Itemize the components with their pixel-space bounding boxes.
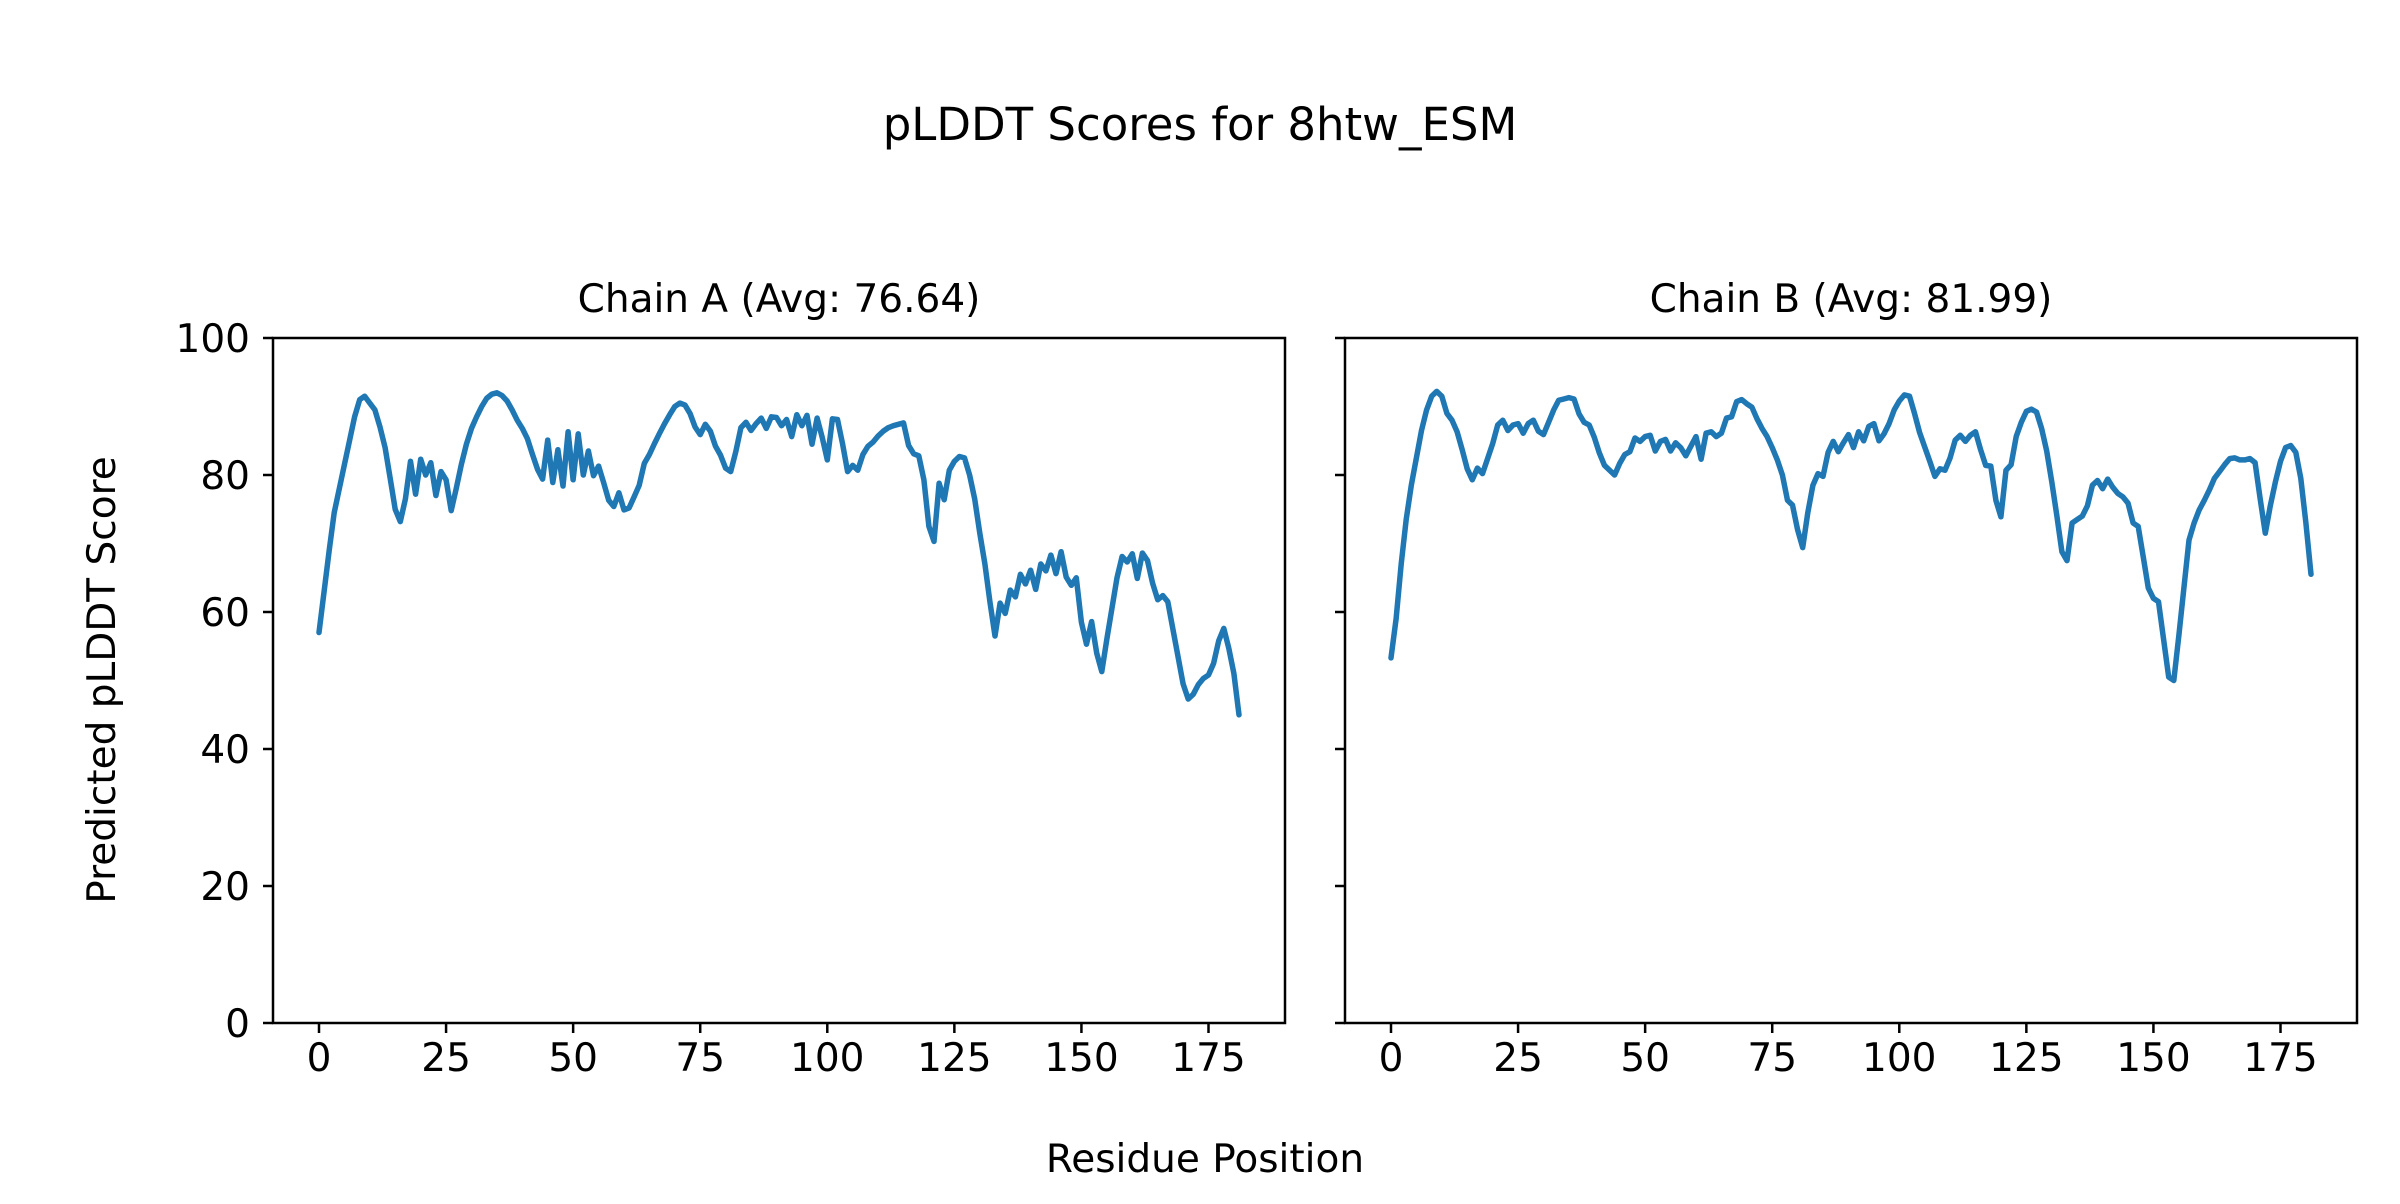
y-tick-label: 80 (200, 454, 250, 499)
axes-frame (1343, 336, 2359, 1025)
figure-title: pLDDT Scores for 8htw_ESM (883, 98, 1518, 151)
x-tick-label: 125 (1989, 1036, 2063, 1081)
x-tick-label: 50 (1620, 1036, 1670, 1081)
x-tick-label: 75 (675, 1036, 725, 1081)
y-axis-label: Predicted pLDDT Score (80, 456, 125, 903)
plddt-line-chain-a (316, 390, 1242, 718)
x-tick-label: 175 (2243, 1036, 2317, 1081)
y-tick-label: 0 (225, 1002, 250, 1047)
x-tick-label: 25 (421, 1036, 471, 1081)
x-tick-label: 150 (1044, 1036, 1118, 1081)
chain-a-title: Chain A (Avg: 76.64) (578, 277, 981, 322)
x-tick-label: 100 (1862, 1036, 1936, 1081)
x-tick-label: 25 (1493, 1036, 1543, 1081)
y-tick-label: 60 (200, 591, 250, 636)
x-tick-label: 75 (1747, 1036, 1797, 1081)
axes-frame (271, 336, 1287, 1025)
axes-chain-b: 0 25 50 75 100 125 150 175 (1335, 336, 2359, 1081)
x-tick-label: 150 (2116, 1036, 2190, 1081)
plddt-line-chain-b (1388, 388, 2314, 684)
y-tick-label: 100 (176, 317, 250, 362)
x-tick-label: 0 (307, 1036, 332, 1081)
y-tick-label: 40 (200, 728, 250, 773)
x-tick-label: 50 (548, 1036, 598, 1081)
x-tick-label: 100 (790, 1036, 864, 1081)
chain-b-title: Chain B (Avg: 81.99) (1650, 277, 2053, 322)
x-axis-label: Residue Position (1046, 1137, 1364, 1182)
x-tick-label: 0 (1379, 1036, 1404, 1081)
axes-chain-a: 0 25 50 75 100 125 150 175 0 20 40 60 80 100 (176, 317, 1287, 1081)
y-tick-label: 20 (200, 865, 250, 910)
x-tick-label: 125 (917, 1036, 991, 1081)
x-tick-label: 175 (1171, 1036, 1245, 1081)
